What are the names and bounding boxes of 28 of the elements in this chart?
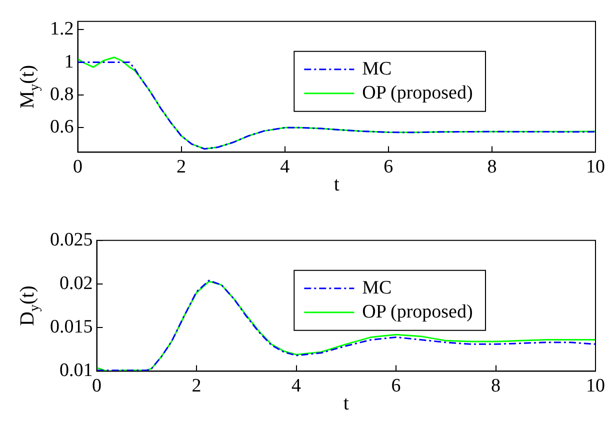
legend-label: MC bbox=[362, 58, 392, 80]
x-tick-label: 8 bbox=[487, 156, 497, 178]
x-tick-label: 4 bbox=[280, 156, 290, 178]
x-tick-label: 10 bbox=[586, 156, 605, 178]
legend-label: MC bbox=[362, 277, 392, 298]
x-tick-label: 2 bbox=[176, 156, 186, 178]
x-tick-label: 0 bbox=[73, 156, 82, 178]
y-tick-label: 0.02 bbox=[60, 272, 93, 294]
x-tick-label: 6 bbox=[391, 376, 401, 397]
x-tick-label: 6 bbox=[384, 156, 394, 178]
y-tick-label: 1 bbox=[64, 51, 74, 72]
y-tick-label: 0.01 bbox=[60, 360, 93, 382]
y-tick-label: 0.8 bbox=[50, 84, 74, 105]
legend-label: OP (proposed) bbox=[362, 301, 473, 322]
y-tick-label: 0.025 bbox=[50, 229, 93, 250]
y-tick-label: 0.015 bbox=[50, 316, 93, 338]
y-axis-title: Dy(t) bbox=[16, 286, 43, 326]
y-axis-title: My(t) bbox=[16, 64, 43, 109]
x-axis-title: t bbox=[343, 392, 350, 414]
x-tick-label: 4 bbox=[292, 376, 302, 397]
y-tick-label: 0.6 bbox=[50, 116, 74, 138]
x-tick-label: 8 bbox=[491, 376, 500, 397]
x-axis-title: t bbox=[334, 173, 340, 196]
x-tick-label: 10 bbox=[586, 376, 605, 397]
y-tick-label: 1.2 bbox=[50, 18, 74, 40]
x-tick-label: 2 bbox=[192, 376, 202, 397]
legend-label: OP (proposed) bbox=[362, 82, 473, 104]
x-tick-label: 0 bbox=[92, 376, 102, 397]
